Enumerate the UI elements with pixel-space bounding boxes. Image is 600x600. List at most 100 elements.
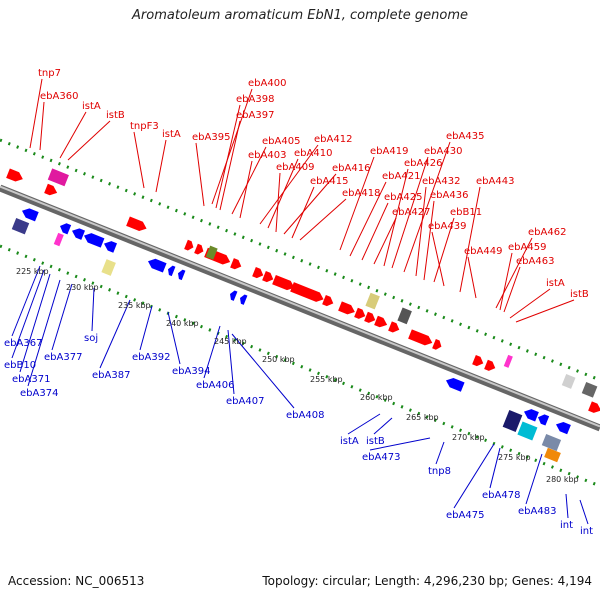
forward-gene-11-shape	[322, 294, 334, 307]
top-gene-label: tnpF3	[130, 121, 159, 132]
forward-gene-15-shape	[374, 315, 388, 328]
cyan-feature-1-shape	[517, 421, 538, 441]
gray-feature-2-shape	[581, 382, 598, 398]
top-leader	[215, 104, 241, 209]
bottom-leader	[227, 329, 235, 395]
forward-gene-15	[374, 315, 388, 328]
magenta-feature-1-shape	[53, 232, 64, 247]
bottom-leader	[489, 447, 501, 489]
lightgray-feature-1	[561, 374, 576, 389]
topology-text: Topology: circular; Length: 4,296,230 bp…	[262, 574, 592, 588]
forward-gene-4	[194, 243, 204, 255]
tick-label: 235 kbp	[118, 301, 151, 310]
steel-feature-1-shape	[541, 434, 562, 452]
top-leader	[39, 101, 45, 151]
navy-feature-1-shape	[502, 410, 523, 432]
top-gene-label: ebB11	[450, 207, 482, 218]
reverse-gene-13	[556, 421, 571, 435]
top-gene-label: ebA409	[276, 162, 314, 173]
tick-label: 280 kbp	[546, 475, 579, 484]
bottom-gene-label: ebA367	[4, 338, 42, 349]
forward-gene-6	[230, 258, 242, 270]
top-leader	[499, 252, 513, 311]
top-gene-label: ebA416	[332, 163, 370, 174]
forward-gene-3	[184, 239, 194, 251]
forward-gene-18-shape	[432, 338, 442, 350]
forward-gene-9	[272, 274, 295, 291]
backbone	[0, 184, 600, 432]
reverse-gene-4	[104, 241, 117, 253]
reverse-gene-11	[524, 409, 539, 422]
bottom-gene-label: ebA478	[482, 490, 520, 501]
bottom-leader	[369, 437, 431, 451]
forward-gene-11	[322, 294, 334, 307]
forward-gene-18	[432, 338, 442, 350]
forward-gene-7-shape	[252, 266, 264, 279]
magenta-feature-2	[503, 354, 513, 368]
forward-gene-19-shape	[472, 354, 484, 367]
reverse-gene-3-shape	[84, 233, 105, 248]
top-leader	[219, 120, 241, 211]
top-gene-label: ebA415	[310, 176, 348, 187]
reverse-gene-5	[148, 258, 167, 273]
gray-feature-1-shape	[397, 307, 412, 325]
forward-gene-2-shape	[126, 216, 147, 232]
top-leader	[211, 88, 253, 205]
reverse-gene-1-shape	[60, 223, 72, 235]
bottom-leader	[579, 499, 589, 525]
top-leader	[423, 200, 435, 281]
bottom-gene-label: ebA377	[44, 352, 82, 363]
reverse-gene-11-shape	[524, 409, 539, 422]
khaki-feature-1-shape	[365, 292, 380, 310]
forward-gene-17-shape	[408, 329, 433, 346]
tick-label: 260 kbp	[360, 393, 393, 402]
bottom-leader	[167, 311, 181, 365]
bottom-gene-label: ebA394	[172, 366, 210, 377]
top-leader	[349, 181, 387, 257]
forward-gene-2	[126, 216, 147, 232]
bottom-leader	[525, 453, 543, 505]
top-leader	[503, 266, 521, 313]
bottom-leader	[231, 333, 295, 409]
lightgray-feature-1-shape	[561, 374, 576, 389]
top-gene-label: ebA410	[294, 148, 332, 159]
forward-gene-0	[6, 168, 23, 182]
reverse-gene-8-shape	[230, 290, 238, 301]
top-leader	[509, 288, 551, 319]
forward-gene-17	[408, 329, 433, 346]
bottom-leader	[347, 413, 381, 435]
top-leader	[67, 120, 111, 161]
forward-gene-12-shape	[338, 301, 355, 315]
tick-label: 240 kbp	[166, 319, 199, 328]
top-gene-label: ebA360	[40, 91, 78, 102]
forward-gene-13	[354, 307, 366, 319]
top-leader	[291, 186, 315, 239]
bottom-gene-label: ebB10	[4, 360, 36, 371]
top-gene-label: ebA403	[248, 150, 286, 161]
top-gene-label: ebA462	[528, 227, 566, 238]
top-leader	[433, 217, 455, 283]
forward-gene-14	[364, 311, 376, 323]
tick-label: 230 kbp	[66, 283, 99, 292]
bottom-leader	[203, 325, 221, 379]
forward-gene-4-shape	[194, 243, 204, 255]
reverse-gene-8	[230, 290, 238, 301]
tick-label: 265 kbp	[406, 413, 439, 422]
reverse-gene-5-shape	[148, 258, 167, 273]
reverse-gene-2-shape	[72, 228, 85, 240]
top-leader	[373, 217, 397, 265]
reverse-gene-12	[538, 414, 550, 426]
top-leader	[29, 78, 43, 149]
top-leader	[383, 168, 409, 267]
top-leader	[415, 186, 427, 277]
accession-text: Accession: NC_006513	[8, 574, 145, 588]
top-gene-label: ebA435	[446, 131, 484, 142]
map-title: Aromatoleum aromaticum EbN1, complete ge…	[132, 8, 468, 23]
forward-gene-20	[484, 359, 496, 371]
dark-feature-1-shape	[11, 218, 30, 235]
khaki-feature-1	[365, 292, 380, 310]
bottom-gene-label: istA	[340, 436, 359, 447]
forward-gene-8	[262, 270, 274, 283]
forward-gene-8-shape	[262, 270, 274, 283]
